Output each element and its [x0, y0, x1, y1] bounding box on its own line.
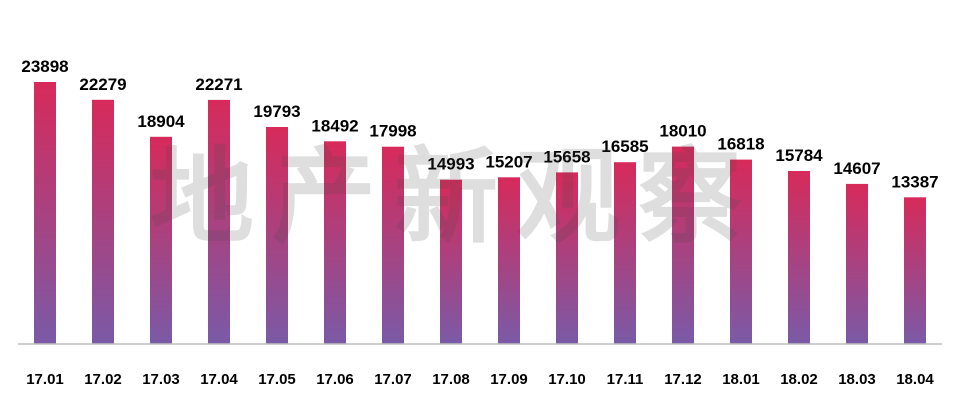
x-tick-label-17.01: 17.01 — [26, 371, 64, 388]
value-labels-group: 23898 22279 18904 22271 19793 18492 17998 14993… — [21, 57, 938, 191]
x-tick-label-17.05: 17.05 — [258, 371, 296, 388]
bar-17.07 — [382, 146, 404, 344]
value-label-17.08: 14993 — [427, 155, 474, 174]
bar-18.02 — [788, 171, 810, 344]
x-tick-label-18.04: 18.04 — [896, 371, 934, 388]
bar-17.04 — [208, 99, 230, 345]
value-label-17.12: 18010 — [659, 122, 706, 141]
x-tick-label-18.01: 18.01 — [722, 371, 760, 388]
bars-group — [34, 82, 926, 345]
x-tick-label-17.11: 17.11 — [607, 371, 644, 388]
value-label-18.03: 14607 — [833, 159, 880, 178]
bar-17.12 — [672, 146, 694, 344]
value-label-17.10: 15658 — [543, 147, 590, 166]
value-label-17.07: 17998 — [369, 122, 416, 141]
bar-18.01 — [730, 159, 752, 344]
value-label-17.02: 22279 — [79, 75, 126, 94]
bar-18.04 — [904, 197, 926, 344]
value-label-18.01: 16818 — [717, 135, 764, 154]
value-label-17.03: 18904 — [137, 112, 185, 131]
bar-17.01 — [34, 82, 56, 344]
x-tick-label-17.02: 17.02 — [84, 371, 122, 388]
bar-17.05 — [266, 127, 288, 344]
value-label-17.04: 22271 — [195, 75, 242, 94]
x-tick-label-17.12: 17.12 — [664, 371, 702, 388]
value-label-17.01: 23898 — [21, 57, 68, 76]
value-label-18.02: 15784 — [775, 146, 823, 165]
x-tick-label-17.09: 17.09 — [490, 371, 528, 388]
bar-18.03 — [846, 183, 868, 344]
x-tick-label-18.02: 18.02 — [780, 371, 818, 388]
value-label-18.04: 13387 — [891, 172, 938, 191]
x-tick-label-17.07: 17.07 — [374, 371, 412, 388]
bar-17.03 — [150, 136, 172, 344]
value-label-17.05: 19793 — [253, 102, 300, 121]
value-label-17.06: 18492 — [311, 116, 358, 135]
bar-17.08 — [440, 179, 462, 344]
bar-17.09 — [498, 177, 520, 344]
bar-17.06 — [324, 141, 346, 344]
x-tick-label-17.03: 17.03 — [142, 371, 180, 388]
x-tick-label-17.04: 17.04 — [200, 371, 238, 388]
bar-17.11 — [614, 162, 636, 344]
x-tick-label-17.10: 17.10 — [548, 371, 586, 388]
x-tick-label-17.06: 17.06 — [316, 371, 354, 388]
bar-17.10 — [556, 172, 578, 344]
bar-17.02 — [92, 99, 114, 344]
x-tick-label-18.03: 18.03 — [838, 371, 876, 388]
x-tick-label-17.08: 17.08 — [432, 371, 470, 388]
value-label-17.11: 16585 — [601, 137, 648, 156]
x-tick-labels-group: 17.01 17.02 17.03 17.04 17.05 17.06 17.07 17.08… — [26, 371, 934, 388]
value-label-17.09: 15207 — [485, 152, 532, 171]
